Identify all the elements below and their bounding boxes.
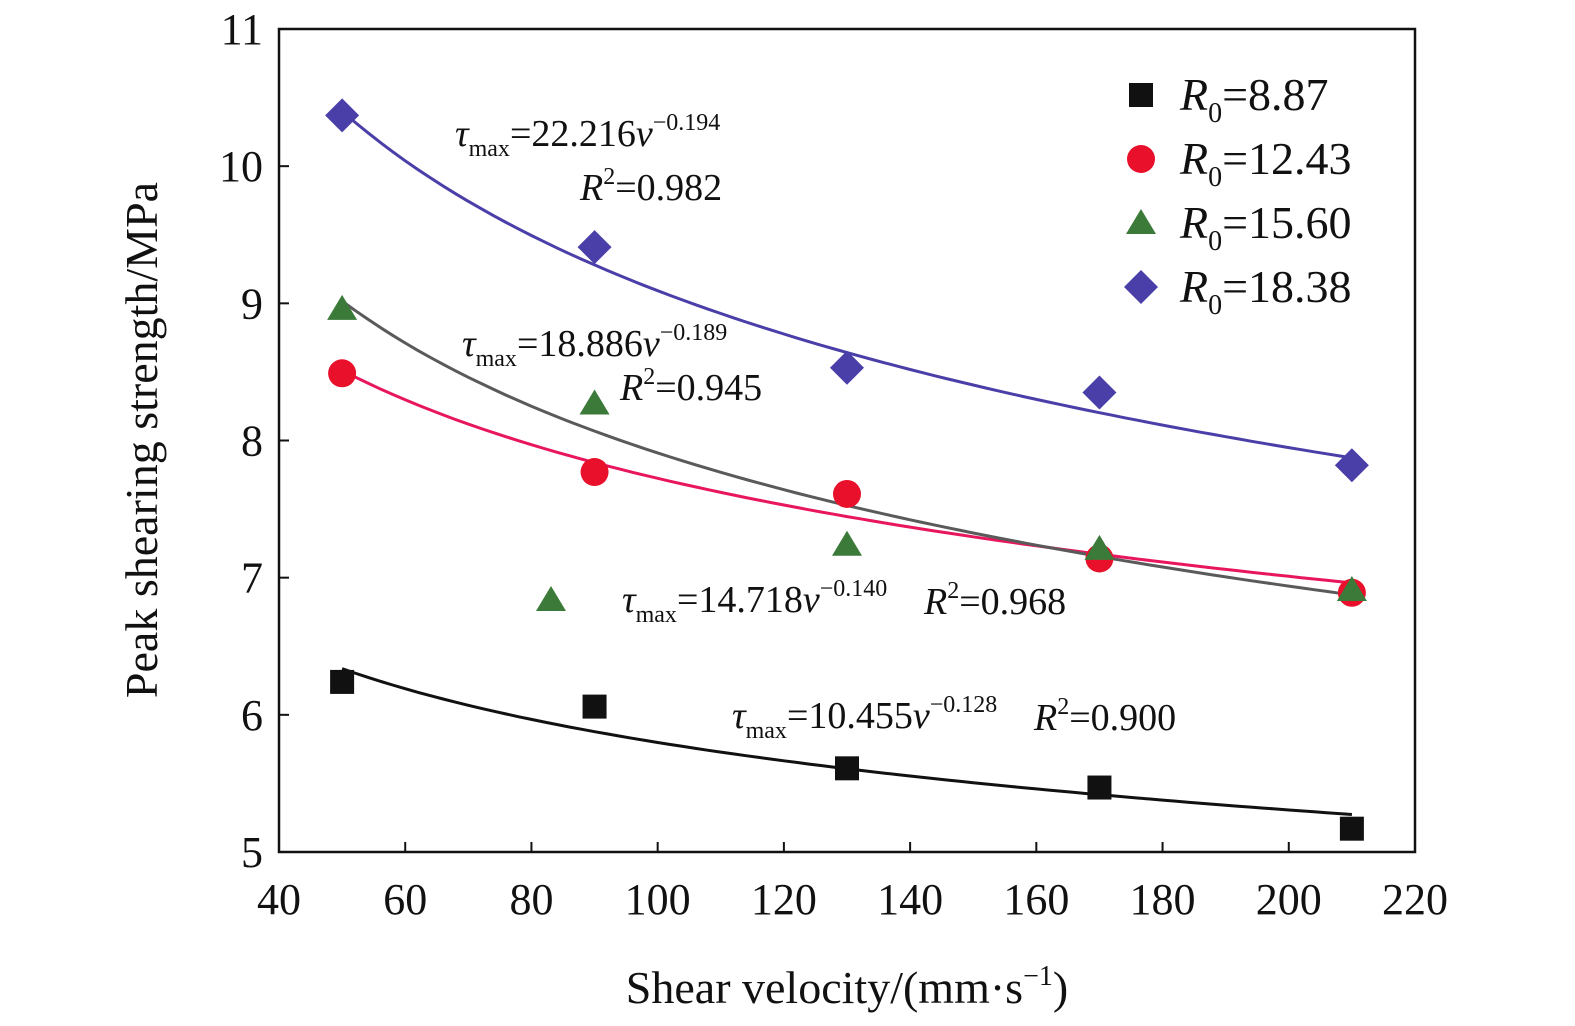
x-axis-title: Shear velocity/(mm·s−1) [626,961,1068,1013]
equation-r12: τmax=14.718v−0.140 [622,576,887,628]
x-tick-label: 120 [751,875,817,924]
legend-entry-r12: R0=12.43 [1179,133,1352,193]
data-point-s3 [325,98,360,133]
r-squared-r8: R2=0.900 [1033,694,1176,739]
y-tick-label: 6 [241,691,263,740]
legend-marker-1 [1127,145,1155,173]
x-tick-label: 100 [625,875,691,924]
equation-r15: τmax=18.886v−0.189 [462,320,727,372]
x-tick-label: 160 [1003,875,1069,924]
data-point-s2 [579,389,610,415]
r-squared-r12: R2=0.968 [923,578,1066,623]
legend-entry-r15: R0=15.60 [1179,197,1352,257]
x-tick-label: 40 [257,875,301,924]
x-tick-label: 80 [509,875,553,924]
legend: R0=8.87 R0=12.43 R0=15.60 R0=18.38 [1124,69,1352,321]
data-point-s0 [1087,775,1112,800]
data-point-s1 [328,359,357,388]
fit-curve-1 [341,369,1353,585]
annotation-marker-triangle [536,586,566,611]
y-tick-label: 7 [241,554,263,603]
legend-marker-0 [1129,83,1153,107]
data-point-s2 [1336,576,1367,602]
data-point-s3 [577,230,612,265]
legend-marker-3 [1124,270,1158,304]
data-point-s0 [582,694,607,719]
data-point-s2 [832,530,862,556]
data-point-s2 [1084,534,1115,560]
equation-r8: τmax=10.455v−0.128 [732,692,997,744]
equation-r18: τmax=22.216v−0.194 [455,110,720,162]
legend-marker-2 [1126,209,1156,234]
y-tick-label: 5 [241,828,263,877]
r-squared-r15: R2=0.945 [619,364,762,409]
data-point-s3 [830,350,864,385]
legend-entry-r18: R0=18.38 [1179,261,1352,321]
legend-entry-r8: R0=8.87 [1179,69,1329,129]
data-point-s1 [580,458,609,487]
x-tick-label: 140 [877,875,943,924]
x-tick-label: 200 [1256,875,1322,924]
legend-markers [1124,83,1158,304]
data-point-s0 [1339,816,1364,841]
data-point-s0 [835,756,859,781]
y-tick-label: 8 [241,417,263,466]
x-tick-label: 220 [1382,875,1448,924]
data-point-s3 [1334,448,1369,483]
y-tick-label: 9 [241,279,263,328]
data-point-s2 [327,294,358,320]
data-point-s3 [1082,375,1117,410]
x-tick-label: 60 [383,875,427,924]
y-axis-title: Peak shearing strength/MPa [116,182,167,698]
data-point-s1 [833,479,861,508]
y-tick-label: 10 [219,142,263,191]
data-point-s0 [330,669,355,694]
data-points [325,98,1369,841]
y-tick-label: 11 [221,5,263,54]
axis-ticks: 40 60 80 100 120 140 160 180 200 220 5 6 7 8 9 10 11 [219,5,1448,924]
fit-curve-0 [341,667,1353,816]
x-tick-label: 180 [1130,875,1196,924]
r-squared-r18: R2=0.982 [579,164,722,209]
